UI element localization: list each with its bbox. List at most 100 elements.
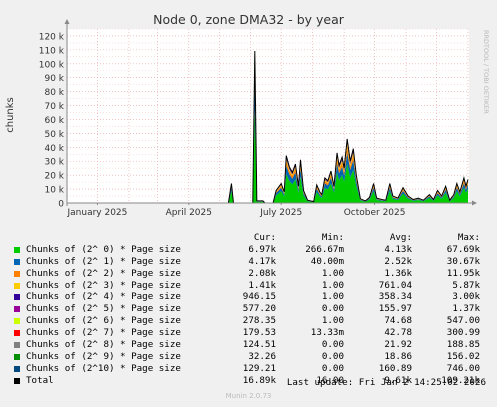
x-axis-arrow <box>472 200 477 206</box>
legend-label: Chunks of (2^ 8) * Page size <box>26 339 181 351</box>
legend-swatch <box>14 270 20 277</box>
y-tick-label: 40 k <box>44 144 64 154</box>
legend-avg: 1.36k <box>384 267 412 279</box>
y-tick-label: 30 k <box>44 158 64 168</box>
legend-cur: 4.17k <box>248 255 276 267</box>
y-tick-label: 50 k <box>44 130 64 140</box>
legend-label: Chunks of (2^ 2) * Page size <box>26 267 181 279</box>
legend-swatch <box>14 365 20 372</box>
legend-label: Chunks of (2^ 6) * Page size <box>26 315 181 327</box>
y-tick-label: 70 k <box>44 102 64 112</box>
legend-max: 109.21k <box>441 374 480 386</box>
grid-lines <box>67 28 469 203</box>
legend-cur: 6.97k <box>248 243 276 255</box>
legend-row: Chunks of (2^10) * Page size 129.21 0.00 16… <box>14 363 490 375</box>
legend-row: Chunks of (2^ 5) * Page size 577.20 0.00 15… <box>14 303 490 315</box>
y-axis-label: chunks <box>5 97 16 133</box>
legend-avg: 9.61k <box>384 374 412 386</box>
legend-avg: 21.92 <box>384 339 412 351</box>
legend-avg: 74.68 <box>384 315 412 327</box>
legend-label: Chunks of (2^ 0) * Page size <box>26 243 181 255</box>
area-series-0 <box>228 110 468 203</box>
y-tick-label: 90 k <box>44 74 64 84</box>
area-series-1 <box>228 82 468 203</box>
legend-row: Chunks of (2^ 8) * Page size 124.51 0.00 21… <box>14 339 490 351</box>
legend-header-max: Max: <box>457 232 480 243</box>
legend-row: Chunks of (2^ 3) * Page size 1.41k 1.00 761… <box>14 280 490 292</box>
area-series-3 <box>228 61 468 204</box>
y-tick-label: 110 k <box>39 46 65 56</box>
legend-max: 300.99 <box>446 327 480 339</box>
x-tick-label: July 2025 <box>259 208 302 218</box>
legend-row: Chunks of (2^ 4) * Page size 946.15 1.00 35… <box>14 291 490 303</box>
legend-max: 156.02 <box>446 350 480 362</box>
y-tick-label: 100 k <box>39 60 65 70</box>
legend-swatch <box>14 330 20 337</box>
axes <box>64 19 477 206</box>
legend-label: Chunks of (2^ 1) * Page size <box>26 255 181 267</box>
legend-header: Cur: Min: Avg: Max: <box>14 232 490 244</box>
chart-title: Node 0, zone DMA32 - by year <box>153 12 345 27</box>
legend-min: 1.00 <box>321 279 344 291</box>
legend-max: 746.00 <box>446 362 480 374</box>
legend-row: Total 16.89k 16.00 9.61k 109.21k <box>14 375 490 387</box>
legend-row: Chunks of (2^ 0) * Page size 6.97k 266.67m… <box>14 244 490 256</box>
legend-min: 1.00 <box>321 267 344 279</box>
legend-header-cur: Cur: <box>253 232 276 243</box>
watermark: RRDTOOL / TOBI OETIKER <box>482 30 490 114</box>
legend-min: 16.00 <box>316 374 344 386</box>
legend-row: Chunks of (2^ 7) * Page size 179.53 13.33m… <box>14 327 490 339</box>
legend-header-avg: Avg: <box>389 232 412 243</box>
legend-avg: 18.86 <box>384 350 412 362</box>
legend-max: 188.85 <box>446 339 480 351</box>
legend-max: 3.00k <box>452 291 480 303</box>
stacked-areas <box>227 50 469 204</box>
legend-cur: 577.20 <box>242 303 276 315</box>
y-tick-label: 60 k <box>44 116 64 126</box>
legend-avg: 160.89 <box>378 362 412 374</box>
legend-max: 547.00 <box>446 315 480 327</box>
legend-avg: 2.52k <box>384 255 412 267</box>
y-tick-label: 120 k <box>39 32 65 42</box>
total-line <box>227 50 469 204</box>
legend-min: 266.67m <box>305 243 344 255</box>
legend-max: 1.37k <box>452 303 480 315</box>
legend-cur: 946.15 <box>242 291 276 303</box>
legend-avg: 155.97 <box>378 303 412 315</box>
legend-label: Chunks of (2^ 4) * Page size <box>26 291 181 303</box>
legend-label: Chunks of (2^ 9) * Page size <box>26 350 181 362</box>
legend-min: 0.00 <box>321 362 344 374</box>
legend-cur: 129.21 <box>242 362 276 374</box>
legend-cur: 179.53 <box>242 327 276 339</box>
x-tick-label: October 2025 <box>344 208 406 218</box>
legend-swatch <box>14 342 20 349</box>
legend-swatch <box>14 258 20 265</box>
y-tick-label: 0 <box>58 200 64 210</box>
legend-cur: 1.41k <box>248 279 276 291</box>
y-tick-label: 20 k <box>44 172 64 182</box>
legend-min: 0.00 <box>321 303 344 315</box>
legend-min: 1.00 <box>321 315 344 327</box>
legend-cur: 32.26 <box>248 350 276 362</box>
legend-header-min: Min: <box>321 232 344 243</box>
legend: Cur: Min: Avg: Max: Chunks of (2^ 0) * P… <box>14 232 490 387</box>
last-update: Last update: Fri Jan 2 14:25:02 2026 <box>286 377 486 388</box>
legend-swatch <box>14 246 20 253</box>
legend-max: 5.87k <box>452 279 480 291</box>
legend-label: Total <box>26 374 54 386</box>
legend-row: Chunks of (2^ 2) * Page size 2.08k 1.00 1.3… <box>14 268 490 280</box>
legend-swatch <box>14 318 20 325</box>
legend-min: 1.00 <box>321 291 344 303</box>
legend-min: 0.00 <box>321 350 344 362</box>
legend-label: Chunks of (2^ 5) * Page size <box>26 303 181 315</box>
legend-swatch <box>14 377 20 384</box>
legend-label: Chunks of (2^10) * Page size <box>26 362 181 374</box>
legend-avg: 761.04 <box>378 279 412 291</box>
legend-max: 30.67k <box>446 255 480 267</box>
y-tick-label: 10 k <box>44 186 64 196</box>
legend-label: Chunks of (2^ 3) * Page size <box>26 279 181 291</box>
x-tick-label: January 2025 <box>67 208 128 218</box>
legend-swatch <box>14 306 20 313</box>
legend-label: Chunks of (2^ 7) * Page size <box>26 327 181 339</box>
